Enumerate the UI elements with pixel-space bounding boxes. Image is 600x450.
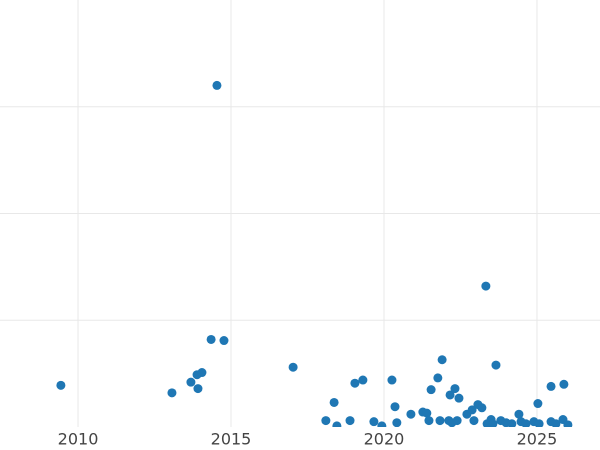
point xyxy=(435,416,445,426)
point xyxy=(481,281,491,291)
point xyxy=(390,402,400,412)
point xyxy=(445,390,455,400)
x-tick-label: 2020 xyxy=(364,430,405,449)
point xyxy=(477,403,487,413)
point xyxy=(491,360,501,370)
point xyxy=(433,373,443,383)
point xyxy=(437,355,447,365)
point xyxy=(533,399,543,409)
point xyxy=(406,409,416,419)
x-tick-label: 2025 xyxy=(517,430,558,449)
x-tick-label: 2010 xyxy=(58,430,99,449)
point xyxy=(219,336,229,346)
point xyxy=(454,393,464,403)
point xyxy=(514,409,524,419)
point xyxy=(332,421,342,427)
point xyxy=(387,375,397,385)
point xyxy=(551,419,561,427)
point xyxy=(426,385,436,395)
point xyxy=(350,378,360,388)
point xyxy=(507,419,517,427)
point xyxy=(546,381,556,391)
point xyxy=(521,419,531,427)
point xyxy=(288,362,298,372)
point xyxy=(534,419,544,427)
point xyxy=(358,375,368,385)
point xyxy=(329,397,339,407)
point xyxy=(469,416,479,426)
point xyxy=(559,379,569,389)
point xyxy=(392,418,402,427)
point xyxy=(197,368,207,378)
x-tick-label: 2015 xyxy=(211,430,252,449)
point xyxy=(56,380,66,390)
point xyxy=(369,417,379,427)
point xyxy=(488,419,498,427)
point xyxy=(212,80,222,90)
point xyxy=(321,416,331,426)
point xyxy=(424,416,434,426)
point xyxy=(452,416,462,426)
points xyxy=(56,80,573,427)
point xyxy=(422,408,432,418)
grid xyxy=(0,0,600,427)
point xyxy=(450,384,460,394)
point xyxy=(206,334,216,344)
point xyxy=(563,420,573,427)
point xyxy=(467,405,477,415)
point xyxy=(193,384,203,394)
point xyxy=(186,377,196,387)
point xyxy=(345,416,355,426)
point xyxy=(167,388,177,398)
point xyxy=(377,421,387,427)
